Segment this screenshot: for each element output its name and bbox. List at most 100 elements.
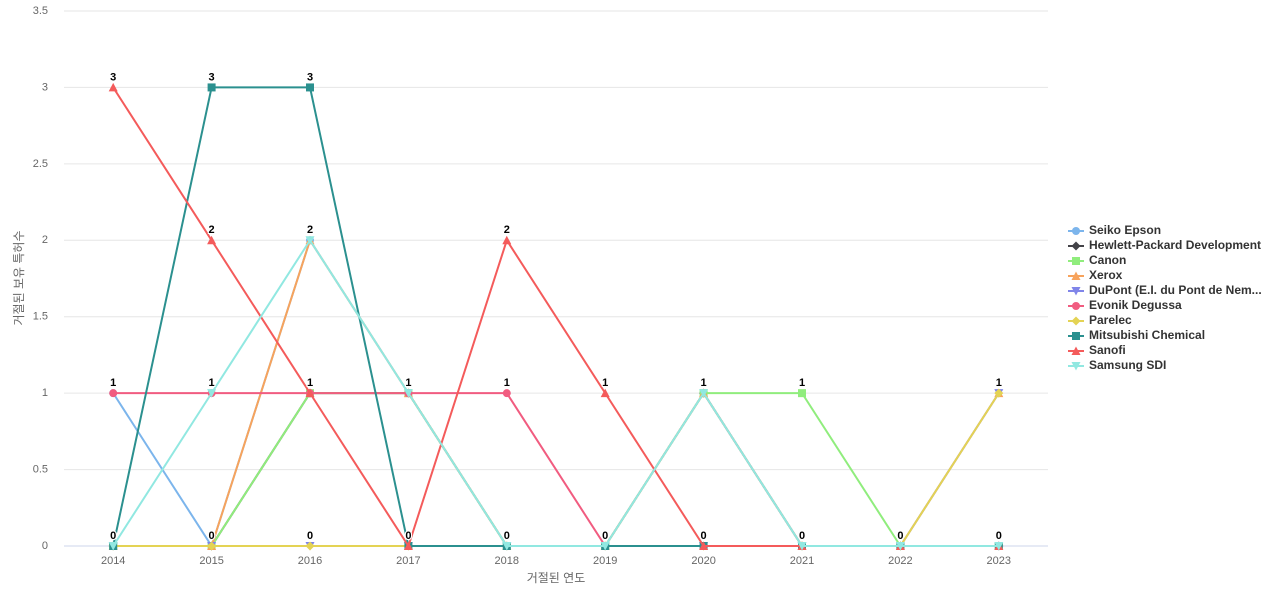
data-label: 0 [996, 530, 1002, 542]
data-label: 0 [504, 530, 510, 542]
legend-marker [1072, 227, 1080, 235]
data-label: 0 [209, 530, 215, 542]
data-label: 0 [602, 530, 608, 542]
data-label: 0 [799, 530, 805, 542]
point [502, 235, 512, 245]
data-label: 0 [504, 530, 510, 542]
point [797, 542, 807, 551]
data-label: 0 [110, 530, 116, 542]
point [207, 235, 217, 245]
point [502, 542, 512, 551]
y-tick-label: 1 [42, 387, 48, 399]
point [600, 388, 610, 398]
y-tick-label: 2 [42, 234, 48, 246]
x-tick-label: 2016 [298, 555, 322, 567]
data-label: 1 [307, 377, 313, 389]
data-label: 0 [504, 530, 510, 542]
data-label: 0 [602, 530, 608, 542]
y-tick-label: 1.5 [33, 311, 48, 323]
point [403, 389, 413, 398]
legend-item[interactable]: DuPont (E.I. du Pont de Nem... [1068, 283, 1262, 297]
legend-item[interactable]: Seiko Epson [1068, 223, 1161, 237]
legend-marker [1071, 346, 1081, 355]
data-label: 0 [996, 530, 1002, 542]
data-label: 0 [799, 530, 805, 542]
data-label: 0 [799, 530, 805, 542]
data-label: 1 [996, 377, 1002, 389]
data-label: 0 [799, 530, 805, 542]
data-label: 0 [504, 530, 510, 542]
data-label: 0 [897, 530, 903, 542]
point [207, 83, 216, 92]
data-label: 0 [209, 530, 215, 542]
data-label: 0 [701, 530, 707, 542]
y-tick-label: 2.5 [33, 158, 48, 170]
x-tick-label: 2017 [396, 555, 420, 567]
legend-label: Seiko Epson [1089, 223, 1161, 237]
data-label: 1 [405, 377, 411, 389]
y-tick-label: 3 [42, 81, 48, 93]
data-label: 1 [996, 377, 1002, 389]
legend-item[interactable]: Parelec [1068, 313, 1132, 327]
data-label: 0 [405, 530, 411, 542]
point [108, 542, 118, 551]
legend-marker [1072, 332, 1080, 340]
data-label: 3 [307, 71, 313, 83]
data-label: 1 [405, 377, 411, 389]
x-tick-label: 2018 [495, 555, 519, 567]
data-label: 0 [405, 530, 411, 542]
data-label: 2 [209, 224, 215, 236]
data-label: 0 [307, 530, 313, 542]
x-tick-label: 2019 [593, 555, 617, 567]
data-label: 0 [110, 530, 116, 542]
data-label: 0 [897, 530, 903, 542]
data-label: 1 [307, 377, 313, 389]
x-tick-label: 2021 [790, 555, 814, 567]
data-label: 0 [209, 530, 215, 542]
point [994, 388, 1004, 398]
data-label: 0 [897, 530, 903, 542]
legend-item[interactable]: Hewlett-Packard Development [1068, 238, 1261, 252]
point [305, 388, 315, 398]
data-label: 0 [799, 530, 805, 542]
data-label: 0 [405, 530, 411, 542]
legend-item[interactable]: Sanofi [1068, 343, 1126, 357]
point [207, 541, 217, 551]
data-label: 0 [110, 530, 116, 542]
data-label: 0 [405, 530, 411, 542]
point [305, 541, 315, 551]
data-label: 1 [209, 377, 215, 389]
data-label: 1 [701, 377, 707, 389]
data-label: 0 [996, 530, 1002, 542]
data-label: 1 [701, 377, 707, 389]
data-label: 0 [209, 530, 215, 542]
legend-label: DuPont (E.I. du Pont de Nem... [1089, 283, 1262, 297]
point [108, 82, 118, 92]
x-axis-title: 거절된 연도 [527, 571, 586, 585]
point [502, 389, 511, 398]
data-label: 1 [602, 377, 608, 389]
data-label: 0 [897, 530, 903, 542]
legend-item[interactable]: Evonik Degussa [1068, 298, 1182, 312]
data-label: 0 [602, 530, 608, 542]
data-label: 0 [897, 530, 903, 542]
data-label: 1 [996, 377, 1002, 389]
legend-label: Evonik Degussa [1089, 298, 1182, 312]
data-label: 2 [307, 224, 313, 236]
data-label: 0 [209, 530, 215, 542]
data-label: 0 [209, 530, 215, 542]
data-label: 0 [996, 530, 1002, 542]
legend-item[interactable]: Samsung SDI [1068, 358, 1166, 372]
legend-label: Samsung SDI [1089, 358, 1166, 372]
legend-item[interactable]: Xerox [1068, 268, 1123, 282]
data-label: 0 [799, 530, 805, 542]
data-label: 1 [307, 377, 313, 389]
data-label: 0 [110, 530, 116, 542]
data-label: 1 [110, 377, 116, 389]
data-label: 0 [996, 530, 1002, 542]
point [306, 83, 314, 92]
legend-item[interactable]: Mitsubishi Chemical [1068, 328, 1205, 342]
data-label: 0 [602, 530, 608, 542]
legend-item[interactable]: Canon [1068, 253, 1126, 267]
data-label: 0 [799, 530, 805, 542]
